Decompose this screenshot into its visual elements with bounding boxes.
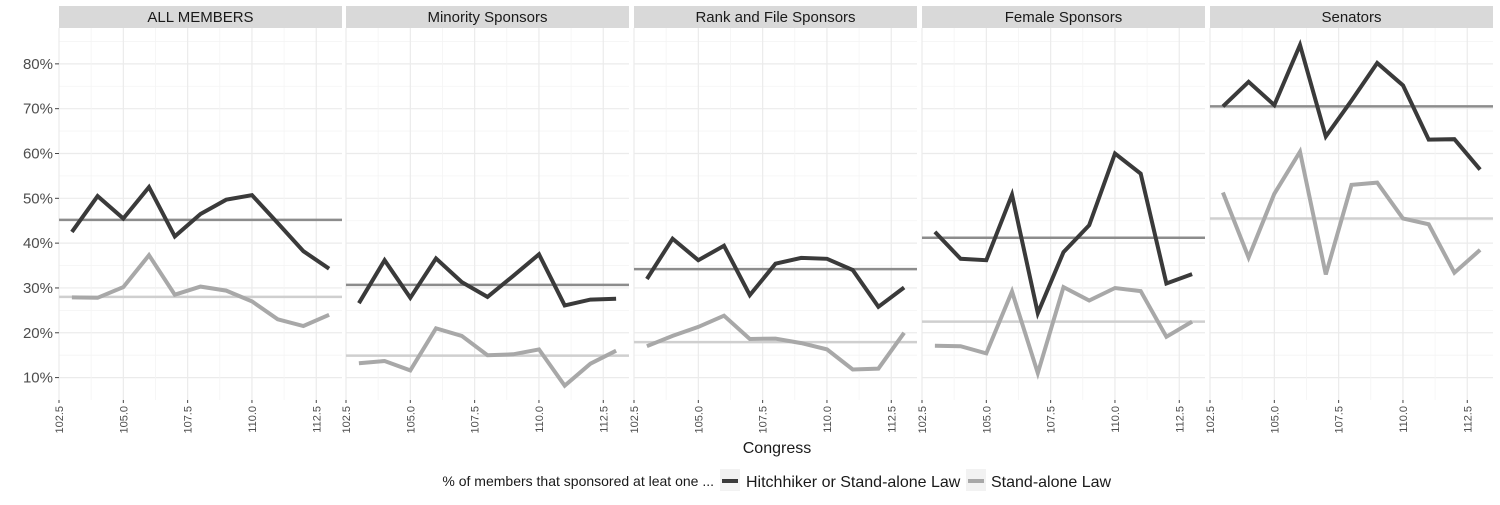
legend-label-standalone: Stand-alone Law [991,474,1112,491]
y-tick-label: 80% [23,56,53,73]
series-line-standalone [71,251,330,329]
series-line-hitchhiker [645,235,906,310]
panel-strip [634,6,917,28]
panel-title: Rank and File Sponsors [695,9,855,26]
series-line-hitchhiker [70,183,331,271]
x-tick-label: 112.5 [886,406,898,433]
x-tick-label: 112.5 [598,406,610,433]
x-tick-label: 102.5 [917,406,929,434]
series-line-hitchhiker [357,251,617,308]
x-tick-label: 110.0 [1110,406,1122,433]
x-tick-label: 105.0 [981,406,993,434]
series-line-hitchhiker [1221,39,1482,171]
panel-background [346,28,629,400]
panel-strip [1210,6,1493,28]
x-tick-label: 102.5 [54,406,66,434]
panel-background [922,28,1205,400]
x-tick-label: 110.0 [534,406,546,433]
x-tick-label: 105.0 [1269,406,1281,434]
x-tick-label: 105.0 [693,406,705,434]
x-tick-label: 107.5 [758,406,770,434]
x-tick-label: 105.0 [118,406,130,434]
x-tick-label: 107.5 [1334,406,1346,434]
x-tick-label: 107.5 [1046,406,1058,434]
panel-title: Minority Sponsors [427,9,547,26]
panel-strip [59,6,342,28]
panel-title: ALL MEMBERS [147,9,253,26]
panel-title: Female Sponsors [1005,9,1123,26]
series-line-standalone [1221,146,1482,276]
panel-title: Senators [1321,9,1381,26]
y-tick-label: 40% [23,235,53,252]
x-tick-label: 110.0 [822,406,834,433]
x-tick-label: 102.5 [629,406,641,434]
legend-title: % of members that sponsored at leat one … [442,473,714,489]
series-line-hitchhiker [933,150,1193,320]
series-line-standalone [358,325,618,389]
y-tick-label: 30% [23,280,53,297]
series-line-standalone [934,284,1194,380]
y-tick-label: 60% [23,145,53,162]
x-tick-label: 107.5 [470,406,482,434]
series-line-standalone [646,313,906,372]
x-tick-label: 110.0 [247,406,259,433]
x-tick-label: 112.5 [1174,406,1186,433]
x-tick-label: 112.5 [311,406,323,433]
x-tick-label: 102.5 [341,406,353,434]
legend-label-hitchhiker: Hitchhiker or Stand-alone Law [746,474,961,491]
y-tick-label: 50% [23,190,53,207]
y-tick-label: 20% [23,325,53,342]
x-tick-label: 107.5 [183,406,195,434]
x-tick-label: 102.5 [1205,406,1217,434]
panel-strip [346,6,629,28]
panel-background [634,28,917,400]
x-tick-label: 105.0 [405,406,417,434]
x-axis-title: Congress [743,440,811,457]
x-tick-label: 110.0 [1398,406,1410,433]
panel-strip [922,6,1205,28]
y-tick-label: 10% [23,370,53,387]
x-tick-label: 112.5 [1462,406,1474,433]
y-tick-label: 70% [23,101,53,118]
